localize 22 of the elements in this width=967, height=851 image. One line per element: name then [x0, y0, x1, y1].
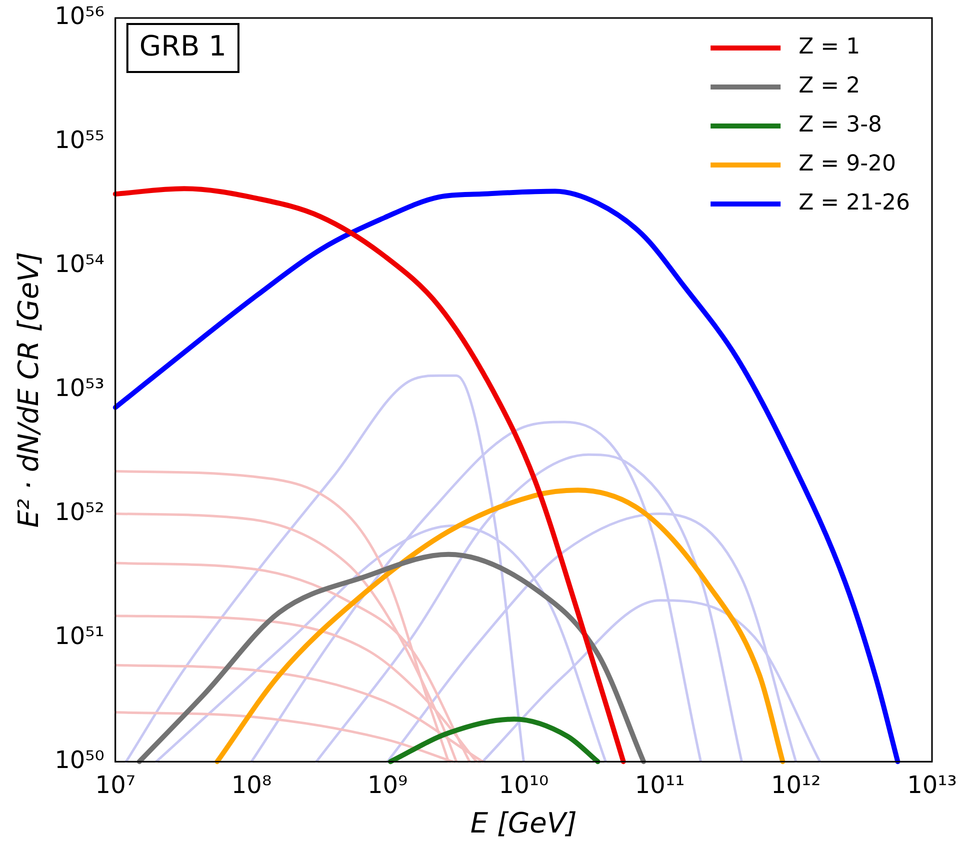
x-tick-label: 10¹⁰ [498, 771, 549, 800]
x-tick-label: 10⁸ [231, 771, 272, 800]
y-tick-label: 10⁵⁵ [54, 126, 104, 154]
annotation: GRB 1 [139, 29, 226, 62]
y-tick-label: 10⁵³ [54, 374, 104, 402]
legend-label: Z = 3-8 [798, 112, 882, 138]
y-tick-label: 10⁵⁴ [54, 250, 104, 278]
y-tick-label: 10⁵⁶ [54, 2, 104, 30]
x-tick-label: 10¹³ [907, 771, 957, 800]
y-tick-label: 10⁵¹ [54, 622, 104, 650]
legend-label: Z = 2 [798, 74, 860, 99]
x-tick-label: 10⁹ [368, 771, 408, 800]
y-axis-title: E² · dN/dE CR [GeV] [12, 252, 46, 528]
legend-label: Z = 9-20 [798, 152, 896, 177]
y-tick-label: 10⁵⁰ [54, 746, 104, 774]
x-axis-title: E [GeV] [470, 806, 577, 840]
x-tick-label: 10¹¹ [634, 771, 685, 800]
legend-label: Z = 1 [798, 34, 860, 60]
x-tick-label: 10⁷ [95, 771, 136, 800]
x-tick-label: 10¹² [771, 771, 821, 800]
legend-label: Z = 21-26 [798, 190, 910, 216]
y-tick-label: 10⁵² [54, 498, 104, 526]
